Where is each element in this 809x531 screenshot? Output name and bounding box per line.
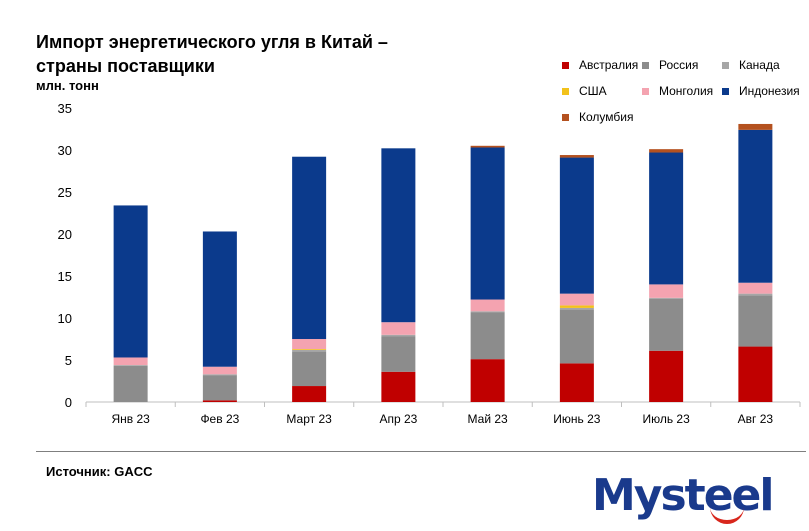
x-tick-label: Янв 23: [111, 412, 150, 426]
bar-segment-mongolia: [649, 284, 684, 298]
bar-segment-australia: [202, 400, 237, 402]
y-tick-label: 25: [58, 185, 72, 200]
bar-segment-usa: [292, 349, 327, 350]
y-tick-label: 30: [58, 143, 72, 158]
bar-segment-indonesia: [738, 129, 773, 283]
chart-title-line1: Импорт энергетического угля в Китай –: [36, 32, 388, 52]
bar-segment-australia: [649, 350, 684, 402]
bar-segment-canada: [738, 293, 773, 296]
logo-swoosh-icon: [710, 504, 744, 524]
bar-segment-indonesia: [559, 157, 594, 294]
legend-swatch-indonesia: [722, 87, 729, 95]
bar-segment-indonesia: [113, 205, 148, 358]
legend-label-usa: США: [579, 84, 607, 98]
legend-item-mongolia: Монголия: [642, 84, 713, 98]
legend-swatch-colombia: [562, 113, 569, 121]
logo-wordmark: Mysteel: [592, 470, 774, 521]
bar-segment-mongolia: [559, 293, 594, 306]
bar-segment-mongolia: [113, 357, 148, 366]
bar-segment-colombia: [559, 155, 594, 158]
legend-label-australia: Австралия: [579, 58, 639, 72]
legend-label-canada: Канада: [739, 58, 780, 72]
source-note: Источник: GACC: [46, 464, 153, 479]
bar-segment-russia: [113, 365, 148, 402]
legend-label-russia: Россия: [659, 58, 699, 72]
legend-label-indonesia: Индонезия: [739, 84, 800, 98]
y-tick-label: 5: [65, 353, 72, 368]
bar-segment-australia: [738, 346, 773, 402]
bar-segment-usa: [559, 305, 594, 308]
bar-segment-mongolia: [738, 282, 773, 294]
bar-segment-canada: [381, 334, 416, 337]
mysteel-logo: Mysteel: [592, 470, 792, 526]
bar-segment-canada: [559, 307, 594, 310]
x-tick-label: Май 23: [468, 412, 509, 426]
bar-segment-canada: [292, 349, 327, 352]
legend-swatch-russia: [642, 61, 649, 69]
bar-segment-indonesia: [470, 147, 505, 300]
bar-segment-canada: [649, 297, 684, 299]
bar-segment-australia: [559, 363, 594, 402]
bar-segment-australia: [470, 359, 505, 402]
bar-segment-russia: [738, 295, 773, 347]
bar-segment-indonesia: [202, 231, 237, 367]
bar-segment-russia: [470, 312, 505, 360]
footer-divider: [36, 451, 806, 452]
x-tick-label: Март 23: [286, 412, 332, 426]
x-tick-label: Июль 23: [642, 412, 690, 426]
x-tick-label: Авг 23: [738, 412, 774, 426]
y-tick-label: 15: [58, 269, 72, 284]
bar-segment-colombia: [470, 145, 505, 148]
y-tick-label: 35: [58, 101, 72, 116]
legend-swatch-australia: [562, 61, 569, 69]
x-tick-label: Июнь 23: [553, 412, 601, 426]
legend-item-usa: США: [562, 84, 607, 98]
bar-segment-russia: [381, 336, 416, 372]
legend-swatch-mongolia: [642, 87, 649, 95]
bar-segment-mongolia: [292, 339, 327, 350]
bar-segment-australia: [381, 371, 416, 402]
legend-label-mongolia: Монголия: [659, 84, 714, 98]
bar-segment-indonesia: [381, 148, 416, 323]
bar-segment-colombia: [738, 123, 773, 130]
bar-segment-indonesia: [292, 156, 327, 339]
bar-segment-mongolia: [470, 299, 505, 312]
legend-swatch-canada: [722, 61, 729, 69]
bar-segment-canada: [113, 365, 148, 366]
legend-item-canada: Канада: [722, 58, 780, 72]
y-tick-label: 20: [58, 227, 72, 242]
bar-segment-mongolia: [381, 322, 416, 335]
bar-segment-russia: [202, 375, 237, 401]
bar-segment-russia: [292, 351, 327, 387]
legend-label-colombia: Колумбия: [579, 110, 634, 124]
bar-segment-russia: [649, 298, 684, 351]
legend-item-russia: Россия: [642, 58, 698, 72]
x-tick-label: Апр 23: [379, 412, 417, 426]
x-tick-label: Фев 23: [200, 412, 239, 426]
legend-item-colombia: Колумбия: [562, 110, 633, 124]
legend-item-indonesia: Индонезия: [722, 84, 800, 98]
legend-swatch-usa: [562, 87, 569, 95]
bar-segment-canada: [470, 311, 505, 313]
chart-title: Импорт энергетического угля в Китай – ст…: [36, 30, 388, 78]
bar-segment-australia: [292, 386, 327, 402]
y-tick-label: 10: [58, 311, 72, 326]
chart-title-line2: страны поставщики: [36, 56, 215, 76]
bar-segment-indonesia: [649, 152, 684, 285]
bar-segment-canada: [202, 374, 237, 376]
bar-segment-mongolia: [202, 366, 237, 375]
legend-item-australia: Австралия: [562, 58, 638, 72]
bar-segment-colombia: [649, 149, 684, 153]
y-unit-label: млн. тонн: [36, 78, 99, 93]
bar-segment-russia: [559, 309, 594, 364]
y-tick-label: 0: [65, 395, 72, 410]
